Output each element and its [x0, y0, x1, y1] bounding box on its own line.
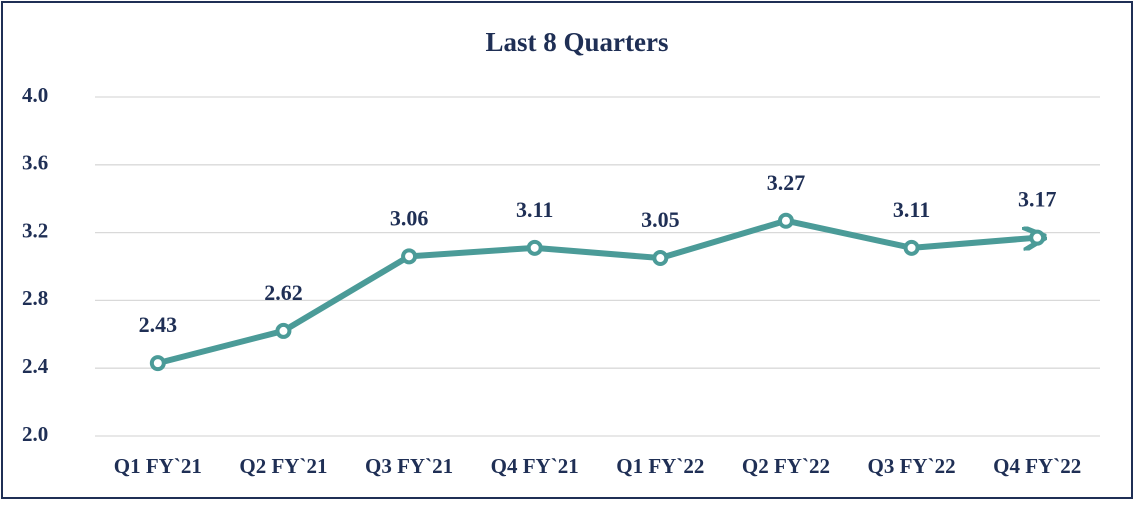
data-label: 3.17	[1018, 187, 1057, 212]
data-label: 3.27	[767, 170, 806, 195]
data-label: 2.43	[139, 312, 178, 337]
point	[777, 212, 794, 229]
plot: 2.43 2.62 3.06 3.11 3.05 3.27 3.11 3.17	[139, 170, 1057, 372]
point	[275, 322, 292, 339]
data-label: 2.62	[264, 280, 303, 305]
grid: 2.0 2.4 2.8 3.2 3.6 4.0 Q1 FY`21 Q2 FY`21 Q3 FY`…	[22, 83, 1100, 478]
x-tick-label: Q2 FY`22	[742, 454, 830, 478]
point	[149, 355, 166, 372]
x-tick-label: Q1 FY`22	[616, 454, 704, 478]
y-tick-label: 4.0	[22, 83, 48, 107]
x-tick-label: Q3 FY`22	[868, 454, 956, 478]
x-tick-label: Q3 FY`21	[365, 454, 453, 478]
x-tick-label: Q4 FY`22	[993, 454, 1081, 478]
y-tick-label: 2.0	[22, 422, 48, 446]
point	[652, 250, 669, 267]
x-tick-label: Q2 FY`21	[239, 454, 327, 478]
data-label: 3.11	[516, 197, 553, 222]
y-tick-label: 2.8	[22, 286, 48, 310]
point	[1029, 229, 1046, 246]
point	[401, 248, 418, 265]
line	[154, 217, 1037, 367]
data-label: 3.11	[893, 197, 930, 222]
x-tick-label: Q1 FY`21	[114, 454, 202, 478]
y-tick-label: 3.6	[22, 151, 48, 175]
data-label: 3.06	[390, 205, 429, 230]
y-tick-label: 3.2	[22, 218, 48, 242]
point	[526, 239, 543, 256]
y-tick-label: 2.4	[22, 354, 49, 378]
point	[903, 239, 920, 256]
chart-title: Last 8 Quarters	[486, 27, 669, 57]
data-label: 3.05	[641, 207, 680, 232]
x-tick-label: Q4 FY`21	[491, 454, 579, 478]
